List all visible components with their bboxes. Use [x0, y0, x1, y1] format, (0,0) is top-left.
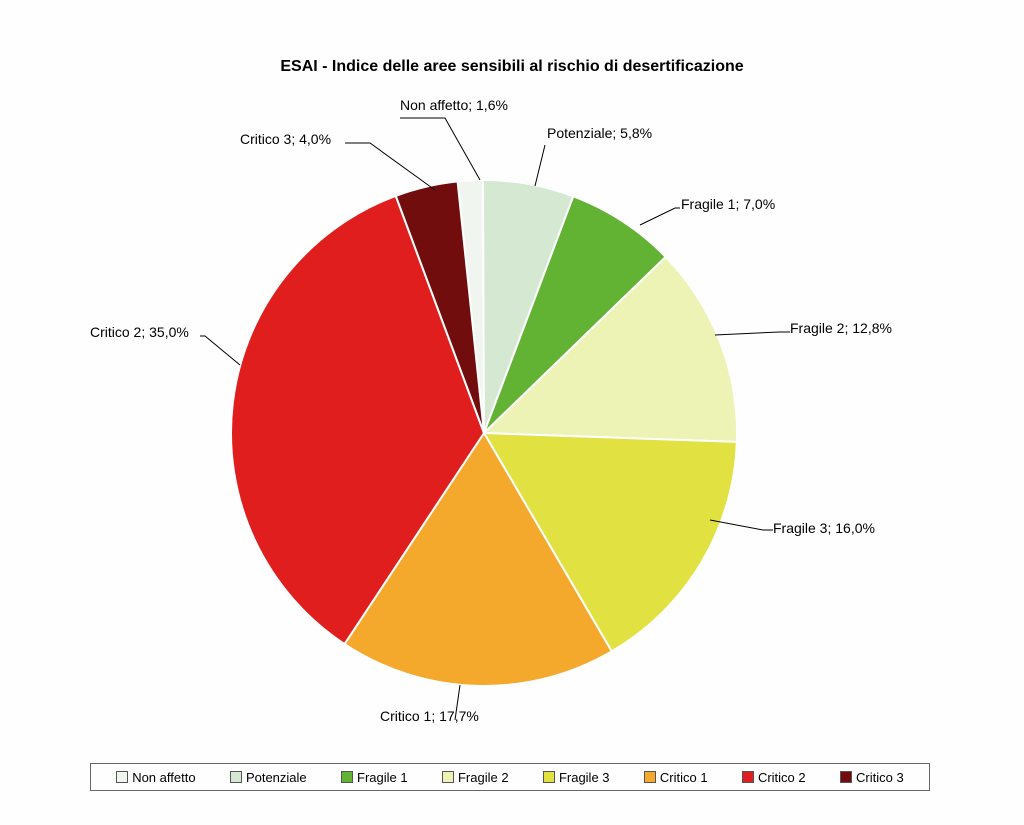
legend-label: Fragile 3 [559, 770, 610, 785]
legend-item: Potenziale [230, 770, 307, 785]
legend-swatch [230, 771, 242, 783]
chart-title: ESAI - Indice delle aree sensibili al ri… [0, 58, 1024, 76]
legend-swatch [116, 771, 128, 783]
legend-label: Critico 1 [660, 770, 708, 785]
legend-label: Critico 3 [856, 770, 904, 785]
legend-swatch [644, 771, 656, 783]
leader-line [400, 118, 480, 180]
slice-label: Fragile 1; 7,0% [681, 196, 775, 212]
slice-label: Critico 2; 35,0% [90, 324, 189, 340]
legend-item: Fragile 2 [442, 770, 509, 785]
legend-item: Critico 2 [742, 770, 806, 785]
slice-label: Non affetto; 1,6% [400, 97, 508, 113]
slice-label: Fragile 2; 12,8% [790, 320, 892, 336]
slice-label: Critico 3; 4,0% [240, 131, 331, 147]
legend-swatch [543, 771, 555, 783]
legend-label: Non affetto [132, 770, 195, 785]
legend-swatch [742, 771, 754, 783]
legend-item: Critico 3 [840, 770, 904, 785]
legend-item: Non affetto [116, 770, 195, 785]
legend-swatch [840, 771, 852, 783]
legend-item: Critico 1 [644, 770, 708, 785]
legend-label: Potenziale [246, 770, 307, 785]
legend-item: Fragile 1 [341, 770, 408, 785]
legend-swatch [341, 771, 353, 783]
legend-item: Fragile 3 [543, 770, 610, 785]
legend: Non affetto Potenziale Fragile 1 Fragile 2 F… [90, 763, 930, 791]
slice-label: Critico 1; 17,7% [380, 708, 479, 724]
slice-label: Fragile 3; 16,0% [773, 520, 875, 536]
legend-label: Critico 2 [758, 770, 806, 785]
legend-label: Fragile 1 [357, 770, 408, 785]
pie-svg [229, 178, 739, 688]
slice-label: Potenziale; 5,8% [547, 125, 652, 141]
pie-chart [229, 178, 739, 688]
legend-label: Fragile 2 [458, 770, 509, 785]
legend-swatch [442, 771, 454, 783]
